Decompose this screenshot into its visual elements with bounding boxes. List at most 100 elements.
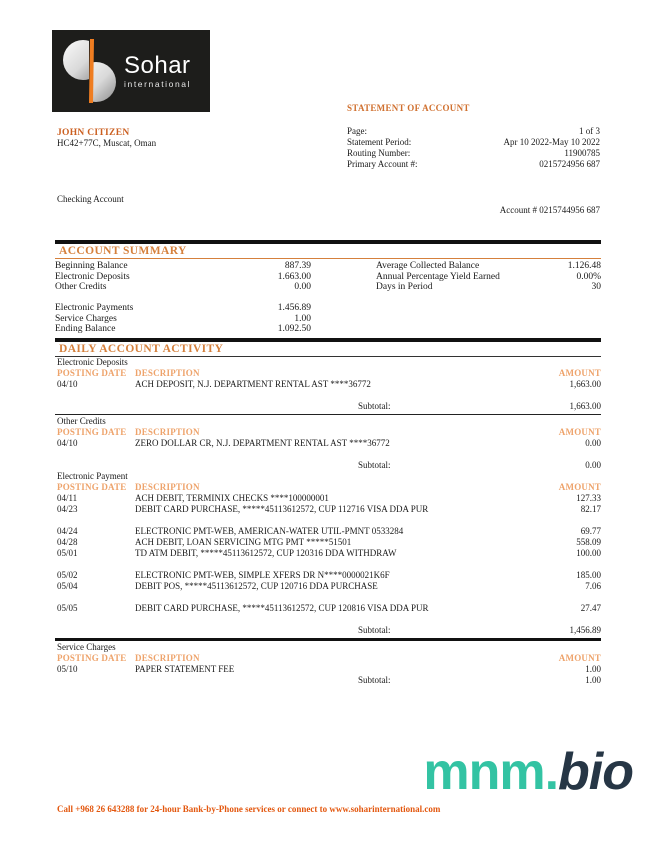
amount-header: AMOUNT xyxy=(558,481,601,492)
account-type: Checking Account xyxy=(57,194,124,204)
sohar-logo-icon xyxy=(63,39,116,103)
info-value: 0215724956 687 xyxy=(539,159,600,169)
summary-value: 1.456.89 xyxy=(277,303,311,313)
summary-value: 887.39 xyxy=(284,261,311,271)
summary-label: Electronic Deposits xyxy=(55,271,130,282)
subtotal-row: Subtotal: 0.00 xyxy=(55,460,601,471)
activity-section-electronic-payment: Electronic Payment POSTING DATE DESCRIPT… xyxy=(55,471,601,641)
summary-row: Other Credits 0.00 xyxy=(55,282,311,293)
summary-row: Electronic Payments 1.456.89 xyxy=(55,303,311,314)
posting-date-cell: 04/24 xyxy=(57,525,78,536)
statement-body: ACCOUNT SUMMARY Beginning Balance 887.39… xyxy=(55,240,601,686)
summary-label: Average Collected Balance xyxy=(376,261,480,271)
row-spacer xyxy=(55,559,601,570)
amount-header: AMOUNT xyxy=(558,652,601,663)
customer-block: JOHN CITIZEN HC42+77C, Muscat, Oman xyxy=(57,128,156,149)
subtotal-amount: 1,663.00 xyxy=(569,400,602,411)
posting-date-cell: 05/01 xyxy=(57,547,78,558)
table-row: 05/02 ELECTRONIC PMT-WEB, SIMPLE XFERS D… xyxy=(55,570,601,581)
table-header: POSTING DATE DESCRIPTION AMOUNT xyxy=(55,368,601,379)
row-spacer xyxy=(55,515,601,526)
posting-date-cell: 05/05 xyxy=(57,602,78,613)
table-header: POSTING DATE DESCRIPTION AMOUNT xyxy=(55,482,601,493)
description-cell: PAPER STATEMENT FEE xyxy=(135,663,235,674)
divider xyxy=(55,637,601,641)
logo-subtitle: international xyxy=(124,78,192,89)
summary-label: Other Credits xyxy=(55,282,107,292)
subtotal-amount: 1.00 xyxy=(585,674,601,685)
section-name: Electronic Payment xyxy=(57,470,128,481)
description-cell: ZERO DOLLAR CR, N.J. DEPARTMENT RENTAL A… xyxy=(135,437,390,448)
table-header: POSTING DATE DESCRIPTION AMOUNT xyxy=(55,653,601,664)
subtotal-label: Subtotal: xyxy=(358,400,391,411)
description-cell: ELECTRONIC PMT-WEB, AMERICAN-WATER UTIL-… xyxy=(135,525,404,536)
table-row: 05/05 DEBIT CARD PURCHASE, *****45113612… xyxy=(55,603,601,614)
amount-header: AMOUNT xyxy=(558,367,601,378)
routing-number-row: Routing Number: 11900785 xyxy=(347,148,600,159)
posting-date-header: POSTING DATE xyxy=(57,481,127,492)
statement-period-row: Statement Period: Apr 10 2022-May 10 202… xyxy=(347,137,600,148)
amount-cell: 82.17 xyxy=(580,503,601,514)
summary-row: Annual Percentage Yield Earned 0.00% xyxy=(376,272,601,283)
summary-label: Days in Period xyxy=(376,282,433,292)
description-header: DESCRIPTION xyxy=(135,426,200,437)
posting-date-cell: 04/23 xyxy=(57,503,78,514)
subtotal-row: Subtotal: 1,456.89 xyxy=(55,625,601,636)
summary-value: 0.00% xyxy=(576,271,601,282)
logo-text: Sohar international xyxy=(124,53,192,89)
subtotal-amount: 1,456.89 xyxy=(569,624,602,635)
table-row: 05/10 PAPER STATEMENT FEE 1.00 xyxy=(55,664,601,675)
footer-contact-line: Call +968 26 643288 for 24-hour Bank-by-… xyxy=(57,804,441,814)
activity-section-electronic-deposits: Electronic Deposits POSTING DATE DESCRIP… xyxy=(55,357,601,415)
summary-label: Electronic Payments xyxy=(55,303,134,313)
statement-header: STATEMENT OF ACCOUNT Page: 1 of 3 Statem… xyxy=(347,103,600,170)
amount-cell: 100.00 xyxy=(576,547,601,558)
table-row: 04/10 ACH DEPOSIT, N.J. DEPARTMENT RENTA… xyxy=(55,379,601,390)
subtotal-label: Subtotal: xyxy=(358,459,391,470)
summary-left-column: Beginning Balance 887.39 Electronic Depo… xyxy=(55,261,311,335)
info-label: Statement Period: xyxy=(347,137,412,147)
activity-section-service-charges: Service Charges POSTING DATE DESCRIPTION… xyxy=(55,642,601,686)
table-row: 04/23 DEBIT CARD PURCHASE, *****45113612… xyxy=(55,504,601,515)
description-cell: DEBIT POS, *****45113612572, CUP 120716 … xyxy=(135,580,378,591)
table-row: 04/10 ZERO DOLLAR CR, N.J. DEPARTMENT RE… xyxy=(55,438,601,449)
summary-row: Average Collected Balance 1.126.48 xyxy=(376,261,601,272)
section-name: Electronic Deposits xyxy=(57,356,128,367)
summary-row: Beginning Balance 887.39 xyxy=(55,261,311,272)
posting-date-header: POSTING DATE xyxy=(57,367,127,378)
description-cell: ACH DEBIT, LOAN SERVICING MTG PMT *****5… xyxy=(135,536,352,547)
customer-address: HC42+77C, Muscat, Oman xyxy=(57,138,157,148)
divider xyxy=(55,413,601,415)
description-cell: ACH DEBIT, TERMINIX CHECKS ****100000001 xyxy=(135,492,329,503)
summary-right-column: Average Collected Balance 1.126.48 Annua… xyxy=(376,261,601,335)
table-row: 04/11 ACH DEBIT, TERMINIX CHECKS ****100… xyxy=(55,493,601,504)
table-row: 05/01 TD ATM DEBIT, *****45113612572, CU… xyxy=(55,548,601,559)
page-info-row: Page: 1 of 3 xyxy=(347,126,600,137)
daily-activity-title: DAILY ACCOUNT ACTIVITY xyxy=(55,342,601,357)
sohar-logo: Sohar international xyxy=(52,30,210,112)
account-summary: Beginning Balance 887.39 Electronic Depo… xyxy=(55,259,601,338)
amount-cell: 1,663.00 xyxy=(569,378,602,389)
subtotal-label: Subtotal: xyxy=(358,674,391,685)
posting-date-header: POSTING DATE xyxy=(57,652,127,663)
primary-account-row: Primary Account #: 0215724956 687 xyxy=(347,159,600,170)
customer-name: JOHN CITIZEN xyxy=(57,128,130,138)
subtotal-row: Subtotal: 1,663.00 xyxy=(55,401,601,412)
info-label: Primary Account #: xyxy=(347,159,418,169)
description-header: DESCRIPTION xyxy=(135,481,200,492)
table-row: 04/28 ACH DEBIT, LOAN SERVICING MTG PMT … xyxy=(55,537,601,548)
amount-cell: 127.33 xyxy=(576,492,601,503)
posting-date-header: POSTING DATE xyxy=(57,426,127,437)
divider xyxy=(55,337,601,342)
statement-title: STATEMENT OF ACCOUNT xyxy=(347,103,470,113)
summary-value: 1.092.50 xyxy=(277,324,311,334)
amount-cell: 1.00 xyxy=(585,663,601,674)
amount-cell: 27.47 xyxy=(580,602,601,613)
posting-date-cell: 05/02 xyxy=(57,569,78,580)
summary-row: Electronic Deposits 1.663.00 xyxy=(55,272,311,283)
posting-date-cell: 05/10 xyxy=(57,663,78,674)
subtotal-amount: 0.00 xyxy=(585,459,601,470)
amount-header: AMOUNT xyxy=(558,426,601,437)
mnm-bio-watermark: mnm.bio xyxy=(423,746,634,798)
